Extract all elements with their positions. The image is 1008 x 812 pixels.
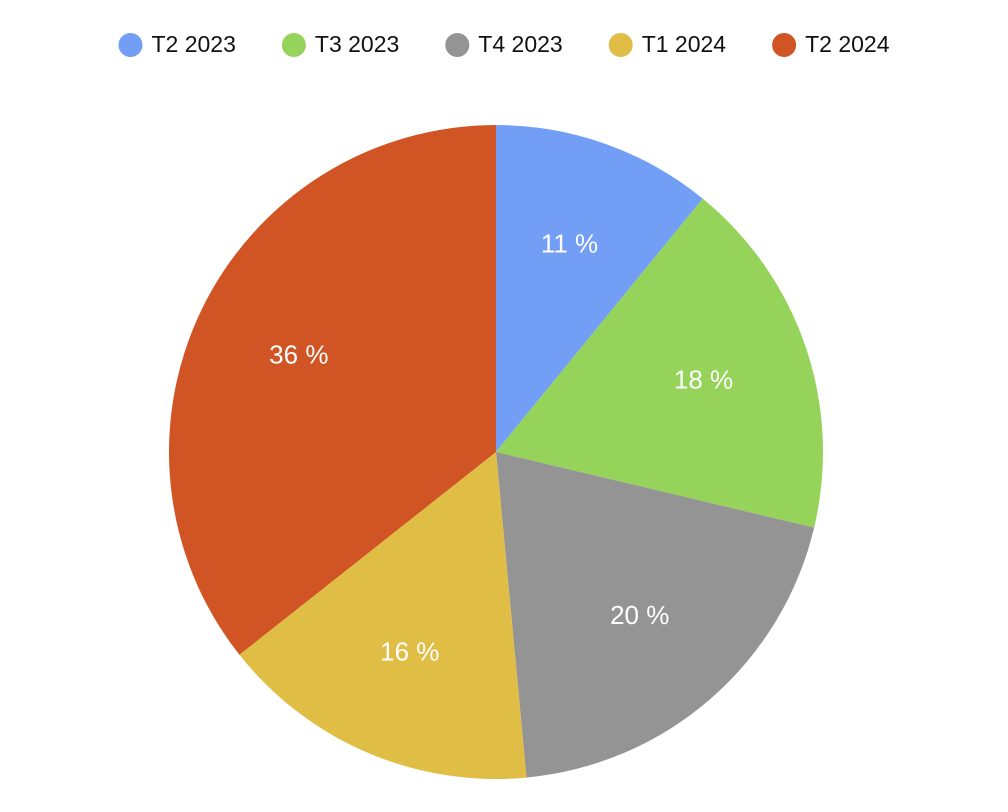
- slice-label: 20 %: [610, 600, 669, 630]
- legend-marker: [608, 33, 633, 57]
- slice-label: 36 %: [269, 339, 328, 369]
- pie-slice: [496, 198, 823, 528]
- pie-slice: [239, 452, 527, 779]
- pie-slice: [496, 452, 815, 778]
- legend-text: T1 2024: [642, 31, 727, 57]
- legend-marker: [118, 33, 143, 57]
- slice-label: 11 %: [541, 228, 598, 258]
- pie-slice: [496, 125, 703, 452]
- pie-slice: [168, 124, 496, 655]
- slice-label: 18 %: [674, 365, 733, 395]
- slice-label: 16 %: [380, 636, 439, 666]
- legend-text: T2 2023: [151, 31, 235, 57]
- legend-text: T3 2023: [315, 31, 399, 57]
- legend-text: T4 2023: [478, 31, 562, 57]
- legend: T2 2023 T3 2023 T4 2023 T1 2024 T2 2024: [118, 31, 890, 57]
- legend-marker: [445, 33, 470, 57]
- legend-marker: [772, 33, 797, 57]
- legend-text: T2 2024: [805, 31, 890, 57]
- legend-marker: [281, 33, 306, 57]
